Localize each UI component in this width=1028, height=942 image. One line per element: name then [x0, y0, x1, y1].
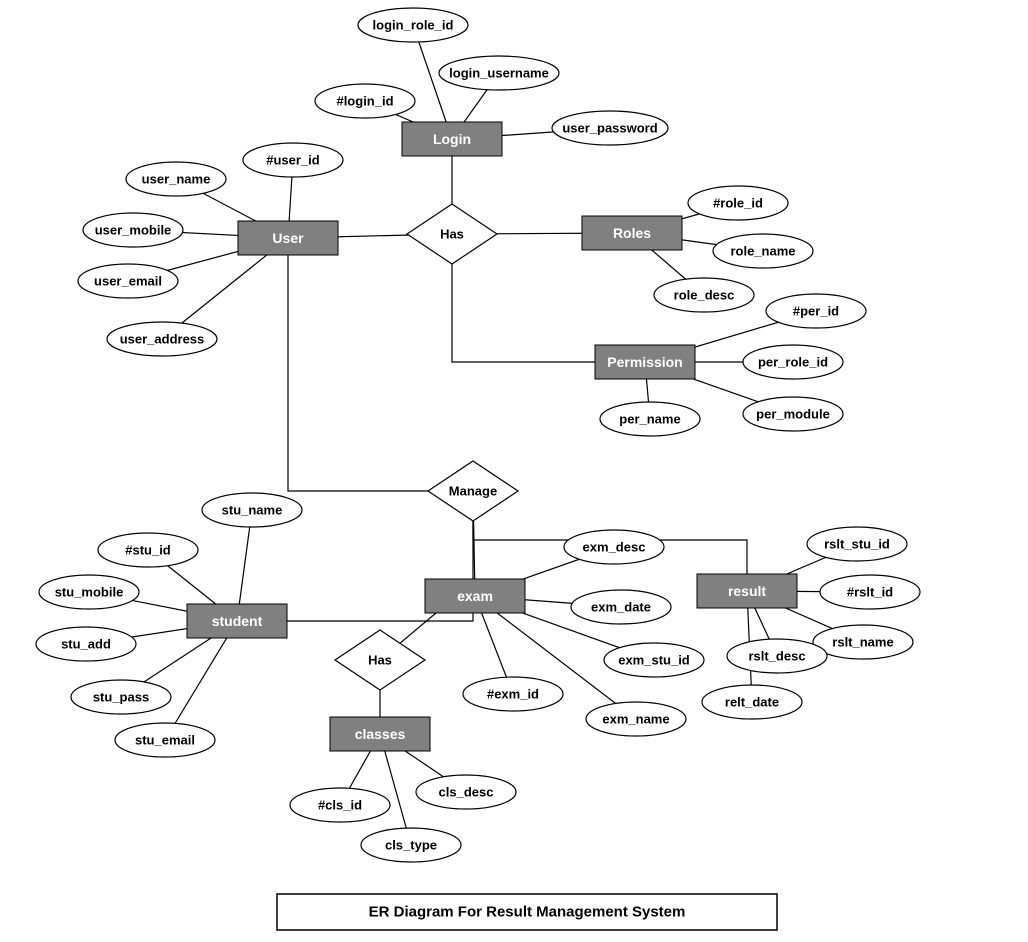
attribute-role_id: #role_id: [688, 186, 788, 220]
entity-permission: Permission: [595, 345, 695, 379]
attribute-exm_name: exm_name: [586, 702, 686, 736]
attribute-role_name: role_name: [713, 234, 813, 268]
entity-user: User: [238, 221, 338, 255]
attribute-stu_email: stu_email: [115, 723, 215, 757]
attribute-stu_pass: stu_pass: [71, 680, 171, 714]
relationship-has1: Has: [407, 204, 497, 264]
attribute-label: login_username: [449, 66, 549, 81]
attribute-label: stu_add: [61, 637, 111, 652]
attribute-label: exm_date: [591, 600, 651, 615]
attribute-label: #rslt_id: [847, 585, 893, 600]
attribute-cls_id: #cls_id: [290, 788, 390, 822]
entity-exam: exam: [425, 579, 525, 613]
entity-result: result: [697, 574, 797, 608]
attribute-exm_date: exm_date: [571, 590, 671, 624]
attribute-label: exm_stu_id: [618, 653, 690, 668]
attribute-stu_id: #stu_id: [98, 533, 198, 567]
attribute-exm_stu_id: exm_stu_id: [604, 643, 704, 677]
attribute-label: role_name: [730, 244, 795, 259]
attribute-stu_mobile: stu_mobile: [39, 575, 139, 609]
attribute-exm_desc: exm_desc: [564, 530, 664, 564]
attribute-label: user_password: [562, 121, 657, 136]
entity-label: User: [272, 230, 304, 246]
attribute-cls_type: cls_type: [361, 828, 461, 862]
attribute-per_module: per_module: [743, 397, 843, 431]
attribute-label: rslt_stu_id: [824, 537, 890, 552]
attribute-rslt_stu_id: rslt_stu_id: [807, 527, 907, 561]
attribute-user_password: user_password: [552, 111, 668, 145]
attribute-stu_name: stu_name: [202, 493, 302, 527]
attribute-label: #user_id: [266, 153, 320, 168]
entity-label: classes: [355, 726, 406, 742]
relationship-manage: Manage: [428, 461, 518, 521]
attribute-label: #role_id: [713, 196, 763, 211]
attribute-label: user_address: [120, 332, 205, 347]
entity-label: Login: [433, 131, 471, 147]
entity-label: Roles: [613, 225, 651, 241]
entity-label: result: [728, 583, 766, 599]
entity-label: Permission: [607, 354, 682, 370]
attribute-label: user_mobile: [95, 223, 172, 238]
relationship-label: Has: [440, 227, 464, 242]
attribute-relt_date: relt_date: [702, 685, 802, 719]
attribute-per_id: #per_id: [766, 294, 866, 328]
attribute-label: relt_date: [725, 695, 779, 710]
entity-classes: classes: [330, 717, 430, 751]
diagram-title: ER Diagram For Result Management System: [369, 904, 686, 921]
attribute-label: cls_desc: [439, 785, 494, 800]
attribute-per_role_id: per_role_id: [743, 345, 843, 379]
attribute-login_role_id: login_role_id: [358, 8, 468, 42]
attribute-label: #stu_id: [125, 543, 171, 558]
attribute-stu_add: stu_add: [36, 627, 136, 661]
attribute-label: per_module: [756, 407, 830, 422]
attribute-per_name: per_name: [600, 402, 700, 436]
attribute-user_name: user_name: [126, 162, 226, 196]
attr-edge: [165, 621, 237, 740]
attribute-label: #exm_id: [487, 687, 539, 702]
rel-edge: [452, 234, 645, 362]
attribute-role_desc: role_desc: [654, 278, 754, 312]
attribute-login_id: #login_id: [315, 84, 415, 118]
attribute-label: rslt_name: [832, 635, 893, 650]
rel-edge: [288, 238, 473, 491]
attribute-cls_desc: cls_desc: [416, 775, 516, 809]
relationship-label: Manage: [449, 484, 497, 499]
attribute-label: user_name: [142, 172, 211, 187]
entity-label: student: [212, 613, 263, 629]
attribute-label: per_name: [619, 412, 680, 427]
attribute-label: per_role_id: [758, 355, 828, 370]
attribute-user_mobile: user_mobile: [83, 213, 183, 247]
attribute-label: stu_name: [222, 503, 283, 518]
attribute-label: #login_id: [336, 94, 393, 109]
entity-roles: Roles: [582, 216, 682, 250]
entity-login: Login: [402, 122, 502, 156]
attribute-label: #cls_id: [318, 798, 362, 813]
attribute-label: stu_pass: [93, 690, 149, 705]
attribute-user_address: user_address: [107, 322, 217, 356]
attribute-label: cls_type: [385, 838, 437, 853]
attribute-rslt_name: rslt_name: [813, 625, 913, 659]
attribute-label: exm_name: [602, 712, 669, 727]
attribute-user_id: #user_id: [243, 143, 343, 177]
entity-label: exam: [457, 588, 493, 604]
attribute-exm_id: #exm_id: [463, 677, 563, 711]
attribute-label: #per_id: [793, 304, 839, 319]
attribute-label: stu_email: [135, 733, 195, 748]
relationship-label: Has: [368, 653, 392, 668]
entity-student: student: [187, 604, 287, 638]
er-diagram: Has Manage Has login_role_id #login_id login_…: [0, 0, 1028, 942]
attribute-rslt_desc: rslt_desc: [727, 639, 827, 673]
attribute-login_username: login_username: [439, 56, 559, 90]
attribute-rslt_id: #rslt_id: [820, 575, 920, 609]
attribute-label: exm_desc: [583, 540, 646, 555]
attribute-label: login_role_id: [373, 18, 454, 33]
attribute-user_email: user_email: [78, 264, 178, 298]
attribute-label: user_email: [94, 274, 162, 289]
relationship-has2: Has: [335, 630, 425, 690]
attribute-label: rslt_desc: [748, 649, 805, 664]
attribute-label: stu_mobile: [55, 585, 124, 600]
attribute-label: role_desc: [674, 288, 735, 303]
